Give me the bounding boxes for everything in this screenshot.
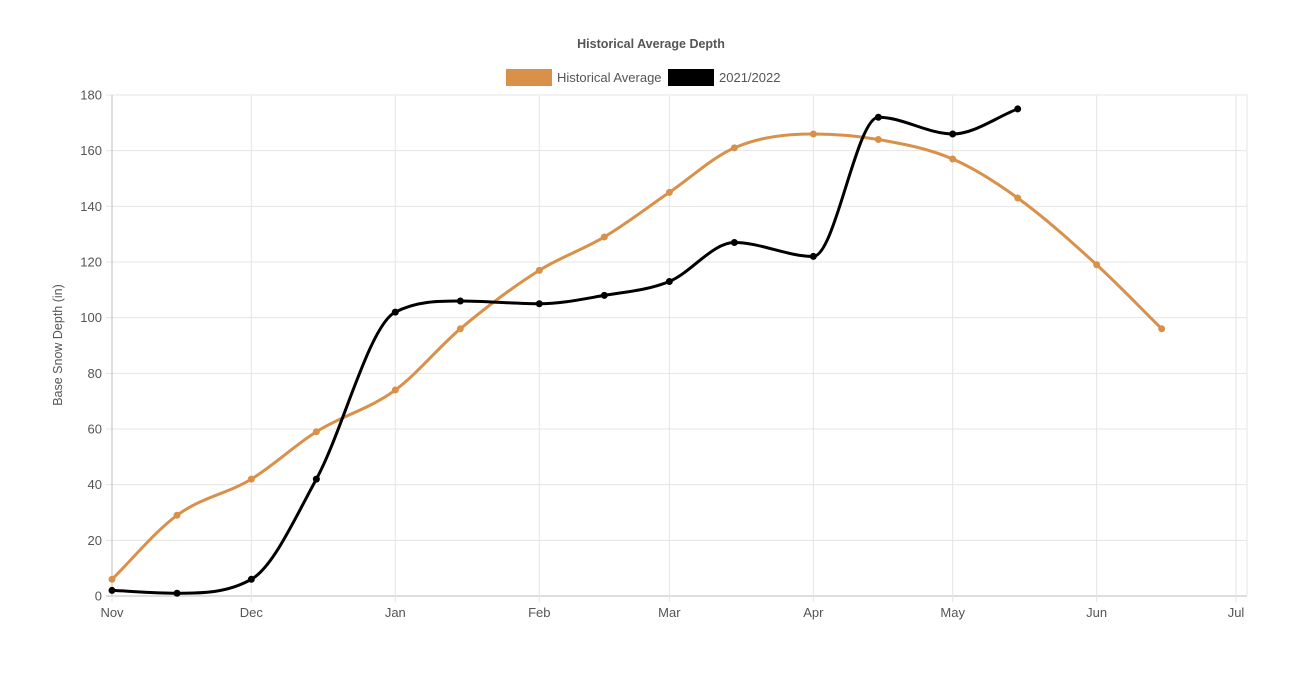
data-point[interactable] <box>600 291 608 299</box>
y-tick-label: 60 <box>88 422 102 437</box>
data-point[interactable] <box>247 475 255 483</box>
x-axis-ticks: Nov Dec Jan Feb Mar Apr May Jun Jul <box>100 605 1244 620</box>
chart-gridlines <box>106 94 1248 602</box>
chart-legend: Historical Average 2021/2022 <box>506 69 780 86</box>
y-tick-label: 140 <box>80 199 102 214</box>
data-point[interactable] <box>247 575 255 583</box>
y-tick-label: 120 <box>80 255 102 270</box>
data-point[interactable] <box>391 386 399 394</box>
x-tick-label: Nov <box>100 605 124 620</box>
legend-label[interactable]: 2021/2022 <box>719 70 780 85</box>
data-point[interactable] <box>730 239 738 247</box>
y-tick-label: 100 <box>80 310 102 325</box>
y-tick-label: 40 <box>88 477 102 492</box>
data-point[interactable] <box>535 300 543 308</box>
data-point[interactable] <box>665 188 673 196</box>
x-tick-label: May <box>940 605 965 620</box>
data-point[interactable] <box>874 136 882 144</box>
data-point[interactable] <box>1014 194 1022 202</box>
data-point[interactable] <box>391 308 399 316</box>
x-tick-label: Jun <box>1086 605 1107 620</box>
data-point[interactable] <box>809 130 817 138</box>
data-point[interactable] <box>949 155 957 163</box>
data-point[interactable] <box>1014 105 1022 113</box>
data-point[interactable] <box>730 144 738 152</box>
y-axis-label: Base Snow Depth (in) <box>51 284 65 406</box>
legend-swatch[interactable] <box>506 69 552 86</box>
y-tick-label: 160 <box>80 143 102 158</box>
chart-title: Historical Average Depth <box>577 37 725 51</box>
legend-swatch[interactable] <box>668 69 714 86</box>
y-tick-label: 180 <box>80 88 102 103</box>
data-point[interactable] <box>949 130 957 138</box>
data-point[interactable] <box>173 511 181 519</box>
legend-label[interactable]: Historical Average <box>557 70 662 85</box>
data-point[interactable] <box>312 428 320 436</box>
x-tick-label: Jul <box>1228 605 1245 620</box>
data-point[interactable] <box>600 233 608 241</box>
data-point[interactable] <box>535 266 543 274</box>
y-tick-label: 20 <box>88 533 102 548</box>
x-tick-label: Jan <box>385 605 406 620</box>
data-point[interactable] <box>456 325 464 333</box>
y-tick-label: 0 <box>95 589 102 604</box>
data-point[interactable] <box>456 297 464 305</box>
data-point[interactable] <box>1158 325 1166 333</box>
series-0 <box>108 130 1166 583</box>
x-tick-label: Feb <box>528 605 550 620</box>
y-axis-ticks: 0 20 40 60 80 100 120 140 160 180 <box>80 88 102 604</box>
x-tick-label: Apr <box>803 605 824 620</box>
data-point[interactable] <box>874 113 882 121</box>
data-point[interactable] <box>173 589 181 597</box>
x-tick-label: Mar <box>658 605 681 620</box>
data-point[interactable] <box>312 475 320 483</box>
data-point[interactable] <box>108 586 116 594</box>
data-point[interactable] <box>1093 261 1101 269</box>
chart-series <box>108 105 1166 597</box>
series-line <box>110 132 1163 581</box>
y-tick-label: 80 <box>88 366 102 381</box>
x-tick-label: Dec <box>240 605 264 620</box>
data-point[interactable] <box>809 252 817 260</box>
series-line <box>111 107 1019 595</box>
data-point[interactable] <box>108 575 116 583</box>
series-1 <box>108 105 1022 597</box>
data-point[interactable] <box>665 277 673 285</box>
